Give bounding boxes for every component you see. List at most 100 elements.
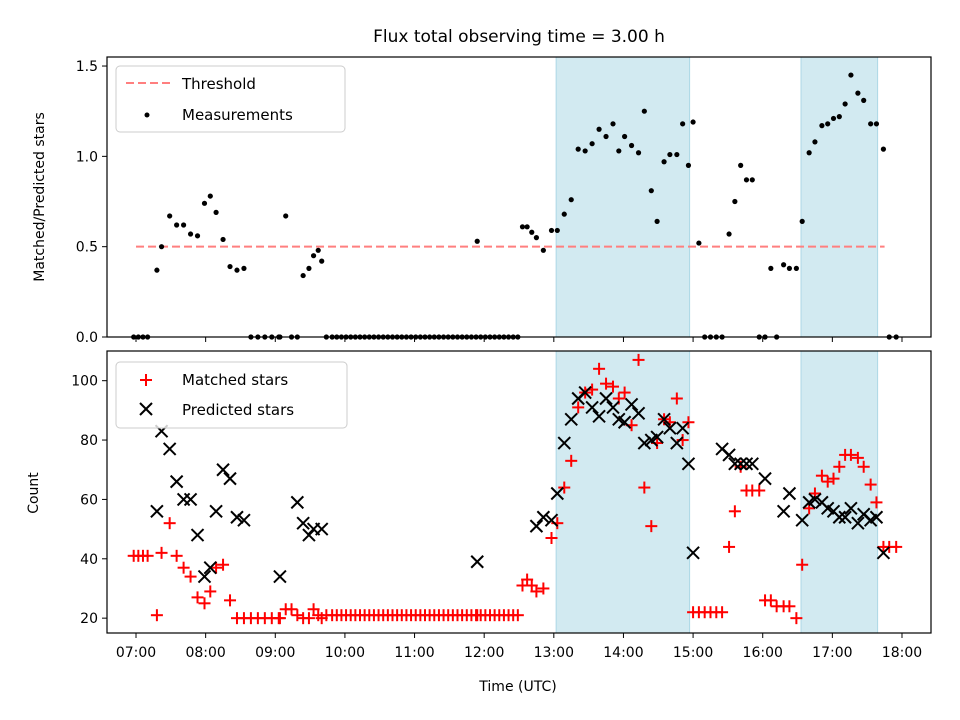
x-tick-label: 16:00: [743, 645, 783, 661]
bottom-panel: 07:00 08:00 09:00 10:00 11:00 12:00 13:00 14:00…: [26, 350, 932, 695]
predicted-star-point: [150, 504, 164, 519]
predicted-star-stroke-b: [637, 436, 652, 450]
measurement-point: [749, 177, 755, 183]
measurement-point: [641, 108, 647, 114]
measurement-point: [786, 265, 793, 271]
measurement-point: [861, 97, 867, 103]
predicted-star-point: [844, 501, 858, 516]
predicted-star-stroke-b: [844, 501, 858, 516]
measurement-point: [855, 90, 861, 96]
predicted-star-point: [782, 486, 797, 501]
bottom-y-tick-label: 40: [80, 552, 98, 568]
measurement-point: [568, 197, 574, 203]
matched-star-point: [618, 386, 631, 399]
predicted-star-stroke-b: [808, 492, 822, 507]
measurement-point: [315, 247, 321, 253]
x-tick-label: 12:00: [464, 645, 504, 661]
measurements-legend-swatch: [144, 112, 150, 118]
bottom-plot-frame: [106, 350, 932, 634]
measurement-point: [696, 240, 702, 246]
shaded-interval-2: [800, 56, 879, 338]
predicted-star-point: [296, 516, 310, 530]
predicted-star-stroke-b: [722, 448, 736, 462]
measurement-point: [167, 213, 173, 219]
matched-star-point: [638, 481, 651, 494]
measurement-point: [582, 148, 588, 154]
predicted-star-point: [216, 463, 230, 477]
matched-star-point: [511, 609, 524, 622]
measurement-point: [540, 247, 546, 253]
measurement-point: [667, 151, 673, 158]
measurement-point: [174, 222, 180, 228]
measurement-point: [873, 121, 880, 127]
predicted-star-stroke-b: [314, 522, 329, 536]
matched-star-point: [728, 505, 741, 518]
measurement-point: [548, 227, 555, 234]
predicted-star-point: [197, 569, 212, 584]
predicted-star-stroke-b: [650, 430, 664, 444]
measurement-point: [519, 224, 526, 230]
matched-star-point: [833, 460, 846, 473]
x-tick-label: 18:00: [882, 645, 922, 661]
measurement-point: [842, 101, 848, 107]
matched-star-point: [821, 475, 834, 488]
predicted-star-point: [851, 516, 865, 530]
measurement-point: [524, 224, 530, 230]
matched-star-point: [593, 362, 606, 375]
predicted-star-stroke-b: [739, 457, 754, 471]
matched-star-point: [815, 469, 828, 482]
x-tick-label: 08:00: [185, 645, 225, 661]
predicted-star-point: [190, 528, 205, 542]
x-tick-label: 15:00: [673, 645, 713, 661]
matched-star-point: [204, 585, 217, 598]
predicted-star-stroke-b: [592, 409, 606, 424]
matched-star-point: [783, 600, 796, 613]
x-tick-label: 07:00: [116, 645, 156, 661]
predicted-star-point: [564, 412, 578, 426]
predicted-star-stroke-b: [557, 436, 571, 450]
measurement-point: [180, 222, 187, 228]
predicted-stars-legend-swatch: [139, 402, 153, 416]
predicted-star-point: [733, 457, 748, 471]
matched-star-point: [572, 401, 585, 414]
x-tick-label: 11:00: [394, 645, 434, 661]
x-tick-label: 09:00: [255, 645, 295, 661]
predicted-star-point: [663, 421, 677, 435]
bottom-x-ticks: 07:00 08:00 09:00 10:00 11:00 12:00 13:00 14:00…: [116, 633, 922, 661]
measurement-point: [220, 236, 226, 243]
measurement-point: [768, 265, 774, 271]
predicted-star-stroke-b: [782, 486, 797, 501]
predicted-star-point: [670, 436, 684, 450]
matched-star-point: [291, 609, 304, 622]
predicted-star-stroke-b: [624, 397, 639, 412]
bottom-y-axis-label: Count: [26, 472, 42, 514]
predicted-star-stroke-b: [851, 516, 865, 530]
predicted-star-stroke-b: [670, 436, 684, 450]
matched-star-point: [870, 496, 883, 509]
matched-star-point: [645, 520, 658, 533]
predicted-star-stroke-b: [612, 412, 626, 426]
matched-star-point: [607, 380, 620, 393]
measurement-point: [213, 209, 219, 215]
top-y-tick-label: 1.0: [76, 149, 98, 165]
predicted-star-stroke-b: [733, 457, 748, 471]
x-tick-label: 10:00: [325, 645, 365, 661]
predicted-star-point: [273, 569, 287, 584]
predicted-star-stroke-b: [795, 513, 809, 527]
predicted-star-point: [808, 492, 822, 507]
predicted-star-point: [209, 504, 223, 519]
matched-star-point: [285, 603, 298, 616]
predicted-star-stroke-b: [203, 560, 217, 575]
measurement-point: [227, 263, 233, 270]
predicted-star-point: [832, 510, 847, 524]
measurement-point: [241, 265, 247, 271]
predicted-star-stroke-b: [578, 385, 592, 400]
predicted-star-stroke-b: [776, 504, 791, 519]
matched-star-point: [217, 558, 230, 571]
predicted-star-point: [544, 513, 559, 527]
predicted-star-point: [529, 519, 544, 533]
predicted-star-stroke-b: [821, 501, 835, 516]
matched-star-point: [170, 549, 183, 562]
predicted-star-point: [631, 406, 646, 421]
